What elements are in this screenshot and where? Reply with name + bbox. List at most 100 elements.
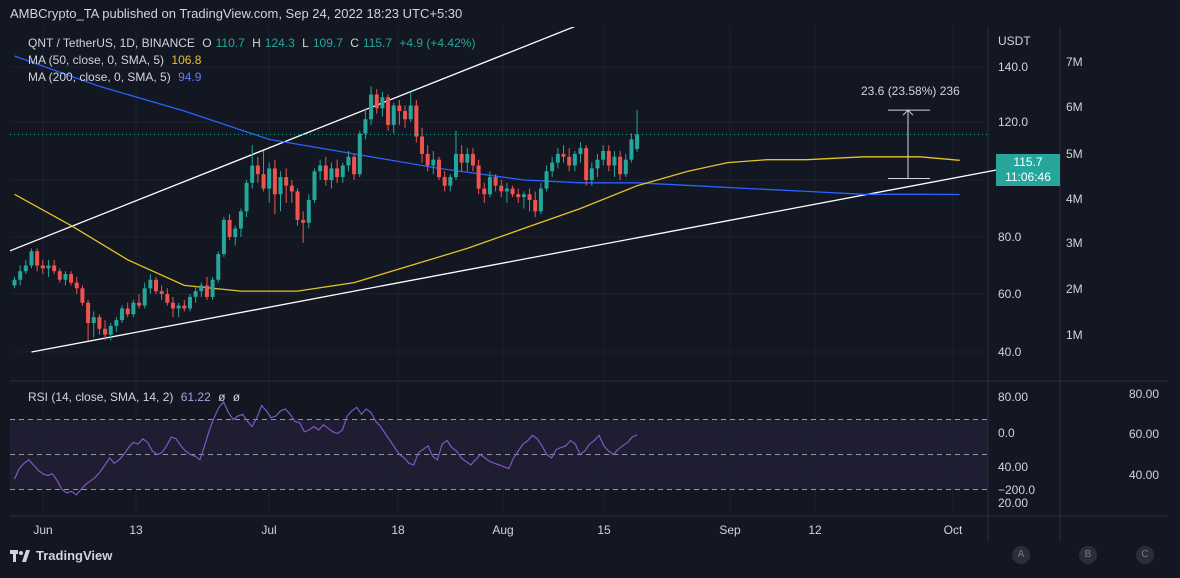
candle-body: [148, 279, 153, 289]
price-axis-currency: USDT: [998, 34, 1031, 48]
candle-body: [516, 194, 521, 198]
ma200-line: [14, 55, 960, 196]
last-price-badge: 115.7 11:06:46: [996, 154, 1060, 186]
candle-body: [29, 251, 34, 266]
candle-body: [12, 279, 17, 286]
candle-body: [255, 165, 260, 175]
candle-body: [453, 153, 458, 178]
candle-body: [176, 305, 181, 309]
candle-body: [578, 148, 583, 154]
candle-body: [584, 148, 589, 180]
time-tick-label: Jul: [261, 523, 276, 537]
candle-body: [40, 265, 45, 269]
candle-body: [397, 105, 402, 111]
time-tick-label: Oct: [944, 523, 963, 537]
candle-body: [216, 254, 221, 280]
scale-button-b[interactable]: B: [1079, 546, 1097, 564]
chart-canvas[interactable]: 23.6 (23.58%) 236USDT140.0120.0100.080.0…: [10, 27, 1168, 542]
publisher-caption: AMBCrypto_TA published on TradingView.co…: [10, 6, 463, 21]
candle-body: [606, 151, 611, 166]
candle-body: [391, 105, 396, 125]
candle-body: [425, 153, 430, 166]
change-value: +4.9 (+4.42%): [399, 36, 476, 50]
candle-body: [357, 133, 362, 175]
candle-body: [272, 168, 277, 195]
last-price: 115.7: [1013, 155, 1043, 169]
rsi-left-tick-label: 40.00: [998, 460, 1028, 474]
candle-body: [533, 199, 538, 212]
candle-body: [154, 279, 158, 292]
candle-body: [346, 156, 351, 166]
symbol-name[interactable]: QNT / TetherUS, 1D, BINANCE: [28, 36, 195, 50]
open-value: 110.7: [215, 36, 245, 50]
time-tick-label: Sep: [719, 523, 741, 537]
candle-body: [137, 302, 142, 306]
candle-body: [238, 211, 243, 229]
candle-body: [295, 191, 300, 220]
candle-body: [595, 159, 600, 169]
candle-body: [193, 291, 198, 297]
rsi-extra-1: ø: [218, 390, 226, 404]
ma200-legend[interactable]: MA (200, close, 0, SMA, 5) 94.9: [28, 70, 205, 84]
candle-body: [267, 168, 272, 189]
candle-body: [538, 188, 543, 212]
measure-label: 23.6 (23.58%) 236: [861, 84, 960, 98]
ma200-label: MA (200, close, 0, SMA, 5): [28, 70, 171, 84]
rsi-legend[interactable]: RSI (14, close, SMA, 14, 2) 61.22 ø ø: [28, 390, 244, 404]
time-tick-label: 18: [391, 523, 405, 537]
scale-button-c[interactable]: C: [1136, 546, 1154, 564]
candle-body: [623, 159, 628, 175]
candle-body: [431, 159, 436, 166]
rsi-label: RSI (14, close, SMA, 14, 2): [28, 390, 174, 404]
candle-body: [561, 153, 566, 157]
candle-body: [159, 291, 164, 294]
rsi-pane: [10, 382, 988, 515]
footer-brand[interactable]: TradingView: [10, 548, 112, 563]
candle-body: [301, 219, 306, 223]
rsi-right-tick-label: 60.00: [1129, 427, 1159, 441]
candle-body: [284, 177, 289, 186]
candle-body: [442, 177, 447, 186]
candle-body: [476, 165, 481, 189]
candle-body: [312, 171, 317, 200]
close-value: 115.7: [362, 36, 393, 50]
candle-body: [63, 274, 68, 280]
price-tick-label: 140.0: [998, 60, 1028, 74]
candle-body: [233, 228, 238, 237]
candle-body: [414, 105, 419, 137]
candle-body: [482, 188, 487, 195]
candle-body: [199, 285, 204, 292]
time-tick-label: 15: [597, 523, 611, 537]
candle-body: [459, 153, 464, 163]
candle-body: [182, 305, 187, 309]
candle-body: [403, 111, 408, 120]
candle-body: [499, 185, 504, 192]
candle-body: [567, 156, 572, 166]
time-tick-label: Jun: [33, 523, 52, 537]
candle-body: [97, 317, 102, 329]
candle-body: [306, 199, 311, 223]
candle-body: [629, 139, 634, 160]
candle-body: [420, 136, 425, 154]
candle-body: [91, 317, 96, 323]
ma50-legend[interactable]: MA (50, close, 0, SMA, 5) 106.8: [28, 53, 205, 67]
symbol-legend: QNT / TetherUS, 1D, BINANCE O 110.7 H 124.…: [28, 36, 479, 50]
candle-body: [221, 219, 226, 255]
candle-body: [244, 182, 249, 212]
candle-body: [18, 271, 23, 280]
scale-button-a[interactable]: A: [1012, 546, 1030, 564]
candle-body: [374, 94, 379, 109]
candles-group: [12, 86, 640, 341]
candle-body: [114, 320, 119, 326]
candle-body: [170, 302, 175, 309]
low-label: L: [302, 36, 309, 50]
tradingview-logo-icon: [10, 549, 30, 562]
candle-body: [74, 282, 79, 289]
candle-body: [589, 168, 594, 180]
chart-frame[interactable]: 23.6 (23.58%) 236USDT140.0120.0100.080.0…: [10, 27, 1168, 564]
rsi-left-tick-label: 0.0: [998, 426, 1015, 440]
candle-body: [46, 265, 51, 269]
candle-body: [103, 328, 108, 335]
price-tick-label: 40.0: [998, 345, 1022, 359]
candle-body: [521, 194, 526, 198]
